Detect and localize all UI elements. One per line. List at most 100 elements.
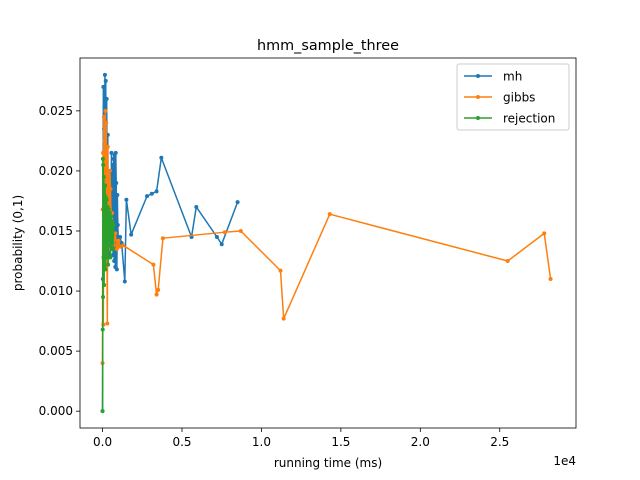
data-point-gibbs bbox=[238, 228, 243, 233]
data-point-mh bbox=[145, 194, 150, 199]
data-point-rejection bbox=[111, 222, 116, 227]
y-axis-label: probability (0,1) bbox=[11, 195, 25, 291]
data-point-gibbs bbox=[105, 144, 110, 149]
legend-marker-gibbs bbox=[476, 95, 480, 99]
data-point-gibbs bbox=[105, 321, 110, 326]
data-point-gibbs bbox=[278, 268, 283, 273]
data-point-gibbs bbox=[108, 186, 113, 191]
series-layer bbox=[100, 72, 553, 414]
data-point-rejection bbox=[100, 409, 105, 414]
legend-frame bbox=[456, 63, 570, 131]
data-point-gibbs bbox=[151, 262, 156, 267]
x-tick-label: 2.0 bbox=[411, 435, 430, 449]
data-point-rejection bbox=[105, 250, 110, 255]
data-point-gibbs bbox=[116, 238, 121, 243]
data-point-gibbs bbox=[103, 108, 108, 113]
y-tick-label: 0.005 bbox=[39, 344, 73, 358]
data-point-rejection bbox=[111, 247, 116, 252]
data-point-rejection bbox=[104, 255, 109, 260]
data-point-gibbs bbox=[505, 259, 510, 264]
data-point-gibbs bbox=[281, 316, 286, 321]
data-point-rejection bbox=[102, 283, 107, 288]
data-point-mh bbox=[214, 234, 219, 239]
data-point-gibbs bbox=[107, 168, 112, 173]
data-point-rejection bbox=[100, 156, 105, 161]
data-point-mh bbox=[149, 191, 154, 196]
legend-marker-rejection bbox=[476, 116, 480, 120]
data-point-gibbs bbox=[156, 287, 161, 292]
data-point-mh bbox=[113, 150, 118, 155]
data-point-gibbs bbox=[101, 150, 106, 155]
legend-label-rejection: rejection bbox=[503, 112, 555, 126]
x-tick-label: 2.5 bbox=[490, 435, 509, 449]
data-point-mh bbox=[154, 189, 159, 194]
data-point-rejection bbox=[102, 247, 107, 252]
x-axis: 0.0 0.5 1.0 1.5 2.0 2.5 bbox=[93, 428, 509, 449]
data-point-mh bbox=[103, 78, 108, 83]
x-axis-label: running time (ms) bbox=[274, 456, 382, 470]
legend-label-gibbs: gibbs bbox=[503, 91, 535, 105]
y-tick-label: 0.020 bbox=[39, 164, 73, 178]
data-point-gibbs bbox=[327, 212, 332, 217]
data-point-rejection bbox=[110, 219, 115, 224]
legend-marker-mh bbox=[476, 74, 480, 78]
data-point-rejection bbox=[101, 295, 106, 300]
data-point-rejection bbox=[106, 262, 111, 267]
data-point-mh bbox=[101, 84, 106, 89]
data-point-gibbs bbox=[548, 277, 553, 282]
data-point-rejection bbox=[109, 214, 114, 219]
data-point-mh bbox=[124, 197, 129, 202]
plot-frame bbox=[79, 57, 577, 429]
data-point-mh bbox=[129, 232, 134, 237]
y-tick-label: 0.010 bbox=[39, 284, 73, 298]
data-point-rejection bbox=[100, 327, 105, 332]
data-point-mh bbox=[111, 253, 116, 258]
data-point-gibbs bbox=[222, 230, 227, 235]
data-point-gibbs bbox=[101, 114, 106, 119]
data-point-rejection bbox=[103, 183, 108, 188]
data-point-rejection bbox=[107, 243, 112, 248]
data-point-mh bbox=[115, 192, 120, 197]
data-point-gibbs bbox=[102, 138, 107, 143]
data-point-mh bbox=[194, 204, 199, 209]
x-tick-label: 0.5 bbox=[172, 435, 191, 449]
legend-item-mh: mh bbox=[464, 70, 522, 84]
data-point-mh bbox=[115, 222, 120, 227]
x-tick-label: 0.0 bbox=[93, 435, 112, 449]
legend-item-gibbs: gibbs bbox=[464, 91, 535, 105]
legend: mh gibbs rejection bbox=[456, 63, 570, 131]
data-point-gibbs bbox=[113, 231, 118, 236]
data-point-mh bbox=[114, 267, 119, 272]
data-point-rejection bbox=[108, 255, 113, 260]
data-point-mh bbox=[102, 72, 107, 77]
legend-label-mh: mh bbox=[503, 70, 522, 84]
data-point-gibbs bbox=[106, 174, 111, 179]
data-point-mh bbox=[219, 242, 224, 247]
y-axis: 0.000 0.005 0.010 0.015 0.020 0.025 bbox=[39, 104, 80, 418]
y-tick-label: 0.015 bbox=[39, 224, 73, 238]
data-point-rejection bbox=[103, 267, 108, 272]
data-point-gibbs bbox=[160, 236, 165, 241]
data-point-mh bbox=[122, 279, 127, 284]
data-point-mh bbox=[104, 96, 109, 101]
data-point-gibbs bbox=[104, 120, 109, 125]
x-axis-offset-label: 1e4 bbox=[553, 454, 576, 468]
data-point-mh bbox=[118, 234, 123, 239]
data-point-gibbs bbox=[154, 292, 159, 297]
data-point-mh bbox=[114, 180, 119, 185]
series-rejection bbox=[100, 156, 116, 414]
data-point-rejection bbox=[101, 174, 106, 179]
data-point-rejection bbox=[107, 210, 112, 215]
data-point-gibbs bbox=[542, 231, 547, 236]
data-point-mh bbox=[159, 155, 164, 160]
data-point-rejection bbox=[104, 197, 109, 202]
data-point-mh bbox=[110, 162, 115, 167]
data-point-mh bbox=[112, 259, 117, 264]
data-point-gibbs bbox=[118, 244, 123, 249]
y-tick-label: 0.000 bbox=[39, 404, 73, 418]
data-point-mh bbox=[109, 150, 114, 155]
data-point-rejection bbox=[109, 238, 114, 243]
x-tick-label: 1.5 bbox=[331, 435, 350, 449]
chart-title: hmm_sample_three bbox=[257, 38, 399, 54]
